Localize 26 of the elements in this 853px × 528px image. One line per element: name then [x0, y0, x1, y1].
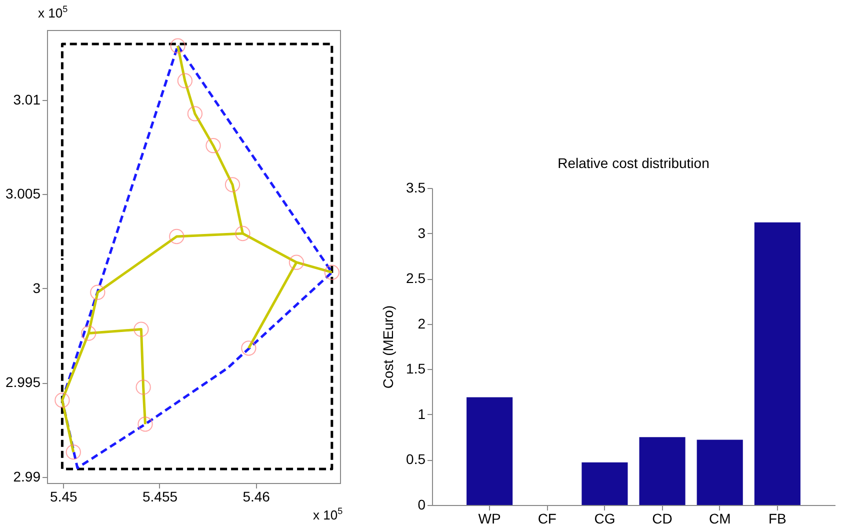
y-tick-label: 1: [418, 406, 426, 422]
y-tick-label: 2: [418, 315, 426, 332]
text: x 10$^{5}$: [38, 4, 68, 20]
x-tick-label: 5.46: [242, 488, 270, 504]
x-tick-label: 5.45: [50, 488, 78, 504]
chart-title: Relative cost distribution: [558, 155, 710, 171]
x-tick-label: CF: [538, 510, 556, 526]
x-tick-label: CG: [594, 510, 616, 526]
x-tick-label: WP: [478, 510, 501, 526]
y-tick-label: 2.995: [5, 374, 41, 390]
x-tick-label: FB: [768, 510, 786, 526]
x-tick-label: CM: [708, 510, 731, 526]
y-tick-label: 3: [32, 280, 41, 296]
text: x 10$^{5}$: [313, 506, 343, 522]
y-tick-label: 0.5: [406, 451, 426, 468]
x-tick-label: CD: [652, 510, 672, 526]
y-tick-label: 1.5: [406, 360, 426, 377]
y-tick-label: 3.5: [406, 180, 426, 196]
y-axis-title: Cost (MEuro): [380, 305, 396, 389]
y-tick-label: 3.005: [5, 186, 41, 202]
y-tick-label: 2.99: [13, 468, 41, 484]
x-tick-label: 5.455: [142, 488, 178, 504]
y-tick-label: 3: [418, 224, 426, 241]
y-tick-label: 0: [418, 496, 426, 512]
y-tick-label: 3.01: [13, 91, 41, 108]
y-tick-label: 2.5: [406, 270, 426, 286]
